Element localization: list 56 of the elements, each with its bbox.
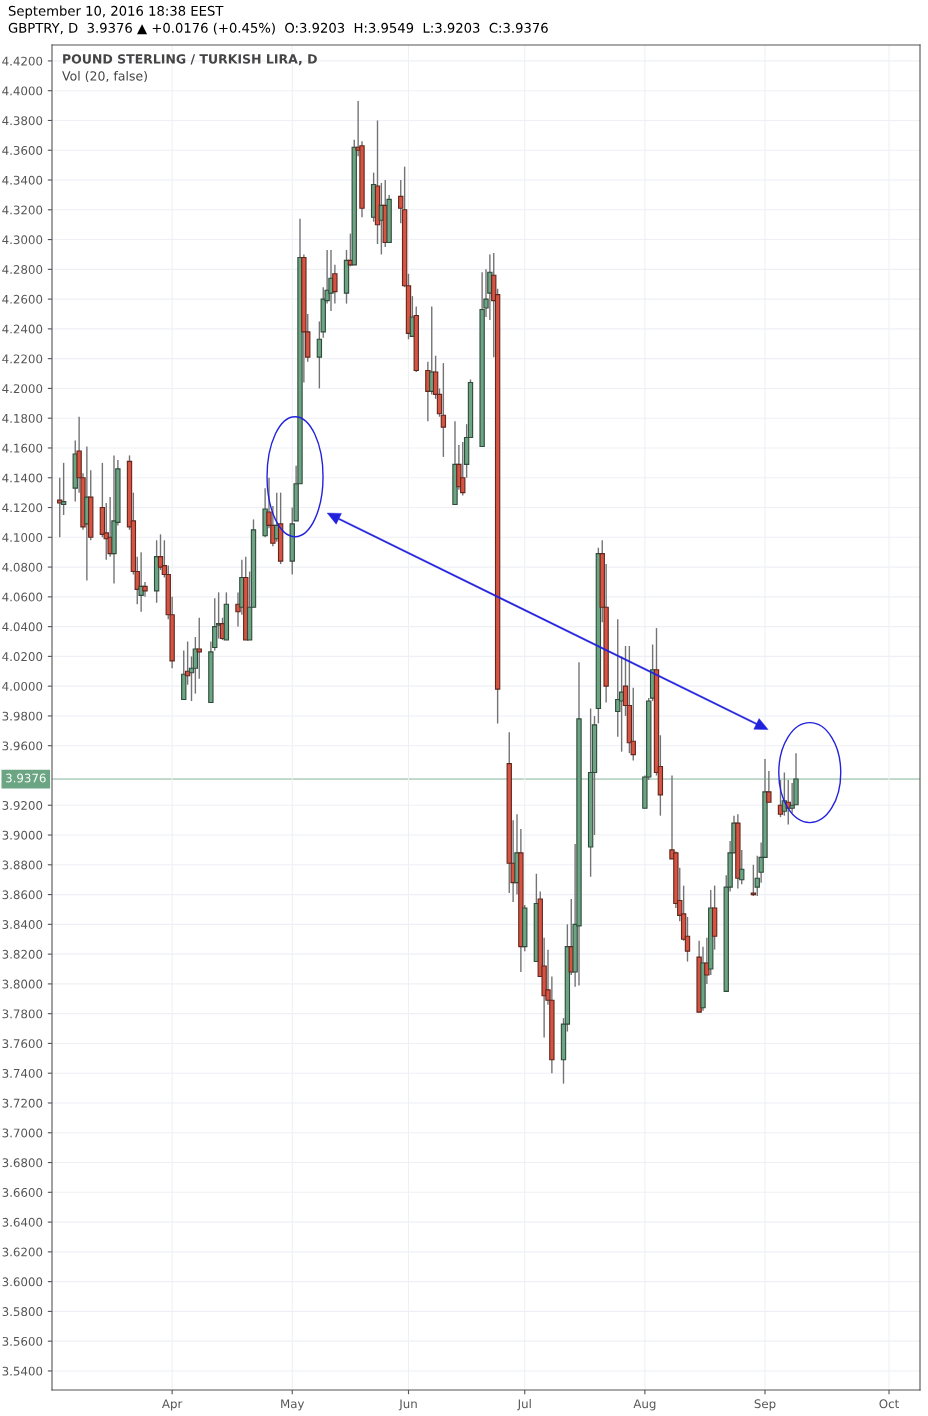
y-tick-label: 4.1400 [2,473,43,483]
y-tick-label: 4.0200 [2,652,43,662]
y-tick-label: 3.5600 [2,1336,43,1346]
y-tick-label: 4.2400 [2,324,43,334]
y-tick-label: 3.7800 [2,1009,43,1019]
y-tick-label: 3.6600 [2,1188,43,1197]
y-tick-label: 4.4200 [2,56,43,66]
y-tick-label: 4.0800 [2,562,43,572]
y-tick-label: 4.0000 [2,681,43,691]
x-tick-label: Sep [754,1399,776,1411]
y-tick-label: 4.1600 [2,443,43,453]
text: POUND STERLING / TURKISH LIRA, D [63,54,317,66]
y-tick-label: 4.2200 [2,354,43,364]
y-tick-label: 3.9800 [2,711,43,721]
y-tick-label: 4.2600 [2,294,43,304]
x-tick-label: Oct [879,1399,899,1409]
y-tick-label: 3.9000 [2,830,43,840]
y-tick-label: 3.8400 [2,920,43,929]
y-tick-label: 3.8200 [2,949,43,959]
text: September 10, 2016 18:38 EEST [8,5,224,19]
y-tick-label: 3.7000 [2,1128,43,1138]
y-tick-label: 3.9600 [2,741,43,751]
x-tick-label: Jun [398,1399,417,1411]
x-tick-label: Aug [633,1399,656,1411]
y-tick-label: 3.8600 [2,890,43,900]
y-tick-label: 3.9200 [2,800,43,810]
x-tick-label: May [281,1399,305,1411]
y-tick-label: 4.3200 [2,205,43,215]
annotation: Vol (20, false) [62,70,147,83]
y-tick-label: 4.3000 [2,235,43,245]
y-tick-label: 4.3800 [2,116,43,126]
y-tick-label: 4.1000 [2,533,43,542]
y-tick-label: 3.5800 [2,1307,43,1317]
ref-line-label: 3.9376 [6,773,46,783]
x-tick-label: Apr [162,1399,183,1411]
y-tick-label: 4.4000 [2,86,43,96]
chart-title: GBPTRY, D 3.9376 ▲ +0.0176 (+0.45%) O:3.9203 H:3.9549 L:3.9203 C:3.9376 [8,22,548,35]
y-tick-label: 3.8000 [2,979,43,989]
y-tick-label: 3.7400 [2,1068,43,1078]
y-tick-label: 4.0600 [2,592,43,602]
y-tick-label: 3.7600 [2,1039,43,1049]
y-tick-label: 3.6800 [2,1158,43,1168]
y-tick-label: 4.0400 [2,622,43,632]
y-tick-label: 4.1800 [2,413,43,423]
y-tick-label: 3.6400 [2,1217,43,1227]
y-tick-label: 3.6000 [2,1277,43,1287]
y-tick-label: 3.5400 [2,1366,43,1376]
y-tick-label: 3.8800 [2,860,43,870]
y-tick-label: 4.1200 [2,503,43,513]
y-tick-label: 4.3600 [2,145,43,155]
x-tick-label: Jul [517,1399,531,1411]
y-tick-label: 4.3400 [2,175,43,185]
y-tick-label: 4.2000 [2,384,43,394]
y-tick-label: 3.6200 [2,1247,43,1257]
y-tick-label: 4.2800 [2,265,43,274]
y-tick-label: 3.7200 [2,1098,43,1108]
